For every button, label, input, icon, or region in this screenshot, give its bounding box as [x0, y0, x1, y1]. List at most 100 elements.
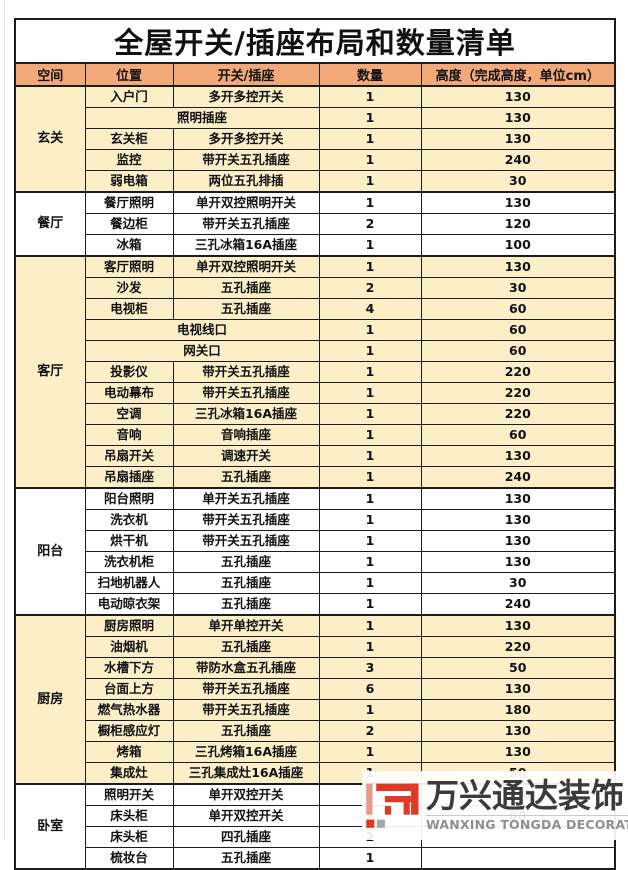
- height-cell: 220: [420, 361, 616, 383]
- position-cell: 阳台照明: [84, 487, 174, 510]
- item-cell: 单开双控开关: [172, 783, 320, 806]
- height-cell: [420, 847, 616, 870]
- height-cell: 130: [420, 255, 616, 278]
- quantity-cell: 1: [318, 551, 422, 573]
- position-cell: 音响: [84, 424, 174, 446]
- position-cell: 沙发: [84, 277, 174, 299]
- quantity-cell: 1: [318, 255, 422, 278]
- item-cell-merged: 电视线口: [84, 319, 320, 341]
- col-header-height: 高度（完成高度，单位cm）: [420, 62, 616, 87]
- table-row: 玄关 入户门 多开多控开关 1 130: [14, 85, 616, 193]
- item-cell: 带开关五孔插座: [172, 361, 320, 383]
- height-cell: 100: [420, 234, 616, 257]
- table-row: 厨房 厨房照明 单开单控开关 1 130: [14, 614, 616, 785]
- wanxing-tongda-logo-icon: [365, 776, 421, 836]
- col-header-quantity: 数量: [318, 62, 422, 87]
- item-cell: 多开多控开关: [172, 128, 320, 150]
- height-cell: 130: [420, 509, 616, 531]
- height-cell: 220: [420, 382, 616, 404]
- height-cell: 220: [420, 403, 616, 425]
- space-cell: 阳台: [14, 487, 86, 616]
- item-cell: 多开多控开关: [172, 85, 320, 108]
- height-cell: 30: [420, 170, 616, 193]
- height-cell: 130: [420, 720, 616, 742]
- table-row: 烤箱 三孔烤箱16A插座 1 130: [15, 741, 616, 763]
- item-cell: 调速开关: [172, 445, 320, 467]
- height-cell: 130: [420, 530, 616, 552]
- quantity-cell: 1: [318, 340, 422, 362]
- height-cell: 180: [420, 699, 616, 721]
- table-row: 吊扇插座 五孔插座 1 240: [15, 466, 616, 489]
- table-row: 投影仪 带开关五孔插座 1 220: [15, 361, 616, 383]
- quantity-cell: 1: [318, 741, 422, 763]
- quantity-cell: 1: [318, 530, 422, 552]
- quantity-cell: 1: [318, 361, 422, 383]
- col-header-position: 位置: [84, 62, 174, 87]
- table-row: 燃气热水器 带开关五孔插座 1 180: [15, 699, 616, 721]
- quantity-cell: 1: [318, 487, 422, 510]
- col-header-space: 空间: [14, 62, 86, 87]
- table-row: 餐厅 餐厅照明 单开双控照明开关 1 130: [14, 191, 616, 257]
- item-cell-merged: 照明插座: [84, 107, 320, 129]
- quantity-cell: 4: [318, 298, 422, 320]
- item-cell: 五孔插座: [172, 593, 320, 616]
- position-cell: 电动晾衣架: [84, 593, 174, 616]
- col-header-switch-socket: 开关/插座: [172, 62, 320, 87]
- quantity-cell: 2: [318, 277, 422, 299]
- position-cell: 吊扇开关: [84, 445, 174, 467]
- table-row: 照明插座 1 130: [15, 107, 616, 129]
- quantity-cell: 1: [318, 593, 422, 616]
- height-cell: 30: [420, 572, 616, 594]
- position-cell: 投影仪: [84, 361, 174, 383]
- position-cell: 水槽下方: [84, 657, 174, 679]
- item-cell: 五孔插座: [172, 847, 320, 870]
- table-row: 冰箱 三孔冰箱16A插座 1 100: [15, 234, 616, 257]
- quantity-cell: 1: [318, 128, 422, 150]
- table-row: 弱电箱 两位五孔排插 1 30: [15, 170, 616, 193]
- position-cell: 客厅照明: [84, 255, 174, 278]
- item-cell: 五孔插座: [172, 466, 320, 489]
- quantity-cell: 1: [318, 319, 422, 341]
- table-title: 全屋开关/插座布局和数量清单: [14, 18, 616, 64]
- quantity-cell: 1: [318, 572, 422, 594]
- quantity-cell: 2: [318, 213, 422, 235]
- height-cell: 220: [420, 636, 616, 658]
- item-cell: 四孔插座: [172, 826, 320, 848]
- position-cell: 洗衣机柜: [84, 551, 174, 573]
- height-cell: 50: [420, 657, 616, 679]
- item-cell: 三孔冰箱16A插座: [172, 403, 320, 425]
- position-cell: 梳妆台: [84, 847, 174, 870]
- quantity-cell: 1: [318, 636, 422, 658]
- space-cell: 餐厅: [14, 191, 86, 257]
- item-cell: 三孔烤箱16A插座: [172, 741, 320, 763]
- item-cell: 带开关五孔插座: [172, 213, 320, 235]
- item-cell: 带开关五孔插座: [172, 699, 320, 721]
- table-row: 台面上方 带开关五孔插座 6 130: [15, 678, 616, 700]
- quantity-cell: 1: [318, 234, 422, 257]
- watermark-chinese-name: 万兴通达装饰: [426, 775, 624, 815]
- position-cell: 电动幕布: [84, 382, 174, 404]
- position-cell: 空调: [84, 403, 174, 425]
- position-cell: 橱柜感应灯: [84, 720, 174, 742]
- height-cell: 240: [420, 466, 616, 489]
- height-cell: 60: [420, 298, 616, 320]
- quantity-cell: 1: [318, 107, 422, 129]
- item-cell: 单开双控开关: [172, 805, 320, 827]
- quantity-cell: 2: [318, 720, 422, 742]
- item-cell: 带开关五孔插座: [172, 149, 320, 171]
- position-cell: 烘干机: [84, 530, 174, 552]
- item-cell: 五孔插座: [172, 720, 320, 742]
- item-cell-merged: 网关口: [84, 340, 320, 362]
- height-cell: 120: [420, 213, 616, 235]
- position-cell: 集成灶: [84, 762, 174, 785]
- height-cell: 130: [420, 128, 616, 150]
- height-cell: 30: [420, 277, 616, 299]
- table-row: 空调 三孔冰箱16A插座 1 220: [15, 403, 616, 425]
- item-cell: 三孔冰箱16A插座: [172, 234, 320, 257]
- quantity-cell: 1: [318, 85, 422, 108]
- height-cell: 60: [420, 424, 616, 446]
- item-cell: 五孔插座: [172, 277, 320, 299]
- table-row: 监控 带开关五孔插座 1 240: [15, 149, 616, 171]
- table-row: 橱柜感应灯 五孔插座 2 130: [15, 720, 616, 742]
- quantity-cell: 1: [318, 509, 422, 531]
